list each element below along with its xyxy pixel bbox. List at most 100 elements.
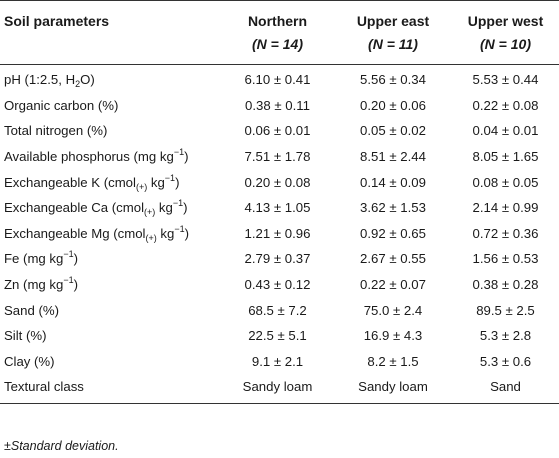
parameter-name-sub: 2	[75, 79, 81, 90]
northern-value-cell: 0.38 ± 0.11	[245, 97, 310, 113]
upper-west-value-cell: 8.05 ± 1.65	[472, 149, 539, 165]
header-upper-east: Upper east	[334, 0, 452, 33]
parameter-name-pre: Fe (mg kg	[4, 251, 64, 267]
parameter-name-pre: Exchangeable Ca (cmol	[4, 200, 145, 216]
header-northern: Northern	[221, 0, 334, 33]
parameter-name-sup: −1	[63, 249, 74, 260]
parameter-name-pre: Clay (%)	[4, 353, 55, 369]
northern-value-cell: 0.06 ± 0.01	[244, 123, 311, 139]
table-row: Organic carbon (%) 0.38 ± 0.11 0.20 ± 0.06…	[0, 93, 559, 119]
upper-west-value-cell: 2.14 ± 0.99	[472, 200, 539, 216]
parameter-name-cell: Total nitrogen (%)	[0, 118, 221, 144]
parameter-name-sup: −1	[173, 147, 185, 158]
table-footnote: ±Standard deviation.	[4, 439, 119, 453]
parameter-name-mid: kg	[147, 174, 165, 190]
parameter-name-post: O)	[80, 72, 95, 88]
northern-value-cell: 4.13 ± 1.05	[244, 200, 311, 216]
parameter-name-post: )	[184, 225, 189, 241]
parameter-name-post: )	[184, 149, 189, 165]
parameter-name-sup: −1	[63, 275, 74, 286]
parameter-name-pre: Zn (mg kg	[4, 277, 64, 293]
northern-value-cell: 68.5 ± 7.2	[248, 302, 307, 318]
parameter-name-cell: Exchangeable K (cmol(+) kg−1)	[0, 169, 221, 195]
northern-value-cell: 1.21 ± 0.96	[244, 225, 311, 241]
upper-east-value-cell: 8.2 ± 1.5	[367, 353, 419, 369]
parameter-name-sup: −1	[164, 172, 176, 183]
parameter-name-pre: Textural class	[4, 379, 84, 395]
upper-east-value-cell: 0.14 ± 0.09	[360, 174, 426, 190]
northern-value-cell: 2.79 ± 0.37	[244, 251, 311, 267]
northern-value-cell: 9.1 ± 2.1	[251, 353, 304, 369]
header-upper-west-n: (N = 10)	[452, 33, 559, 65]
parameter-name-post: )	[175, 174, 180, 190]
parameter-name-post: )	[73, 277, 79, 293]
upper-east-value-cell: 0.92 ± 0.65	[360, 225, 426, 241]
upper-west-value-cell: 0.22 ± 0.08	[472, 97, 539, 113]
table-row: Silt (%) 22.5 ± 5.1 16.9 ± 4.3 5.3 ± 2.8	[0, 323, 559, 349]
parameter-name-sup: −1	[172, 198, 184, 209]
table-header: Soil parameters Northern Upper east Uppe…	[0, 0, 559, 65]
parameter-name-cell: Textural class	[0, 374, 221, 404]
parameter-name-cell: Zn (mg kg−1)	[0, 272, 221, 298]
table-row: Textural class Sandy loam Sandy loam Sand	[0, 374, 559, 404]
parameter-name-sup: −1	[174, 223, 185, 234]
parameter-name-cell: Clay (%)	[0, 349, 221, 375]
table-row: pH (1:2.5, H2O) 6.10 ± 0.41 5.56 ± 0.34 5.5…	[0, 65, 559, 93]
parameter-name-pre: Organic carbon (%)	[4, 97, 119, 113]
parameter-name-cell: Exchangeable Ca (cmol(+) kg−1)	[0, 195, 221, 221]
header-upper-east-n: (N = 11)	[334, 33, 452, 65]
parameter-name-cell: Exchangeable Mg (cmol(+) kg−1)	[0, 221, 221, 247]
northern-value-cell: 0.20 ± 0.08	[244, 174, 311, 190]
parameter-name-mid: kg	[156, 225, 175, 241]
upper-west-value-cell: Sand	[452, 374, 559, 404]
parameter-name-pre: Sand (%)	[4, 302, 59, 318]
northern-value-cell: Sandy loam	[221, 374, 334, 404]
upper-west-value-cell: 5.53 ± 0.44	[472, 72, 539, 88]
upper-west-value-cell: 5.3 ± 2.8	[479, 328, 532, 344]
parameter-name-cell: Sand (%)	[0, 297, 221, 323]
parameter-name-cell: Silt (%)	[0, 323, 221, 349]
parameter-name-mid: kg	[155, 200, 173, 216]
upper-east-value-cell: 3.62 ± 1.53	[360, 200, 426, 216]
upper-east-value-cell: 0.05 ± 0.02	[360, 123, 426, 139]
parameter-name-post: )	[73, 251, 79, 267]
upper-west-value-cell: 89.5 ± 2.5	[476, 302, 535, 318]
parameter-name-pre: Exchangeable K (cmol	[4, 174, 136, 190]
northern-value-cell: 6.10 ± 0.41	[244, 72, 311, 88]
parameter-name-pre: Silt (%)	[4, 328, 47, 344]
upper-west-value-cell: 5.3 ± 0.6	[479, 353, 532, 369]
table-row: Exchangeable Ca (cmol(+) kg−1) 4.13 ± 1.0…	[0, 195, 559, 221]
northern-value-cell: 7.51 ± 1.78	[244, 149, 311, 165]
soil-parameters-table-container: Soil parameters Northern Upper east Uppe…	[0, 0, 559, 404]
upper-east-value-cell: 16.9 ± 4.3	[363, 328, 423, 344]
upper-east-value-cell: 8.51 ± 2.44	[360, 149, 426, 165]
northern-value-cell: 22.5 ± 5.1	[248, 328, 307, 344]
upper-west-value-cell: 0.38 ± 0.28	[472, 277, 539, 293]
northern-value-cell: 0.43 ± 0.12	[244, 277, 311, 293]
upper-west-value-cell: 0.72 ± 0.36	[472, 225, 539, 241]
upper-east-value-cell: 5.56 ± 0.34	[360, 72, 426, 88]
parameter-name-cell: Fe (mg kg−1)	[0, 246, 221, 272]
upper-east-value-cell: 75.0 ± 2.4	[363, 302, 423, 318]
table-body: pH (1:2.5, H2O) 6.10 ± 0.41 5.56 ± 0.34 5.5…	[0, 65, 559, 404]
table-row: Clay (%) 9.1 ± 2.1 8.2 ± 1.5 5.3 ± 0.6	[0, 349, 559, 375]
parameter-name-pre: pH (1:2.5, H	[4, 72, 76, 88]
table-row: Total nitrogen (%) 0.06 ± 0.01 0.05 ± 0.02…	[0, 118, 559, 144]
parameter-name-pre: Exchangeable Mg (cmol	[4, 225, 146, 241]
table-row: Exchangeable Mg (cmol(+) kg−1) 1.21 ± 0.9…	[0, 221, 559, 247]
parameter-name-cell: Available phosphorus (mg kg−1)	[0, 144, 221, 170]
parameter-name-pre: Total nitrogen (%)	[4, 123, 108, 139]
table-row: Available phosphorus (mg kg−1) 7.51 ± 1.7…	[0, 144, 559, 170]
upper-west-value-cell: 0.08 ± 0.05	[472, 174, 539, 190]
table-row: Sand (%) 68.5 ± 7.2 75.0 ± 2.4 89.5 ± 2.5	[0, 297, 559, 323]
header-empty-cell	[0, 33, 221, 65]
parameter-name-pre: Available phosphorus (mg kg	[4, 149, 174, 165]
header-soil-parameters: Soil parameters	[0, 0, 221, 33]
parameter-name-cell: Organic carbon (%)	[0, 93, 221, 119]
table-row: Exchangeable K (cmol(+) kg−1) 0.20 ± 0.08…	[0, 169, 559, 195]
parameter-name-post: )	[183, 200, 188, 216]
upper-east-value-cell: 0.22 ± 0.07	[360, 277, 426, 293]
parameter-name-sub: (+)	[144, 207, 156, 218]
parameter-name-sub: (+)	[145, 232, 157, 243]
parameter-name-cell: pH (1:2.5, H2O)	[0, 65, 221, 93]
